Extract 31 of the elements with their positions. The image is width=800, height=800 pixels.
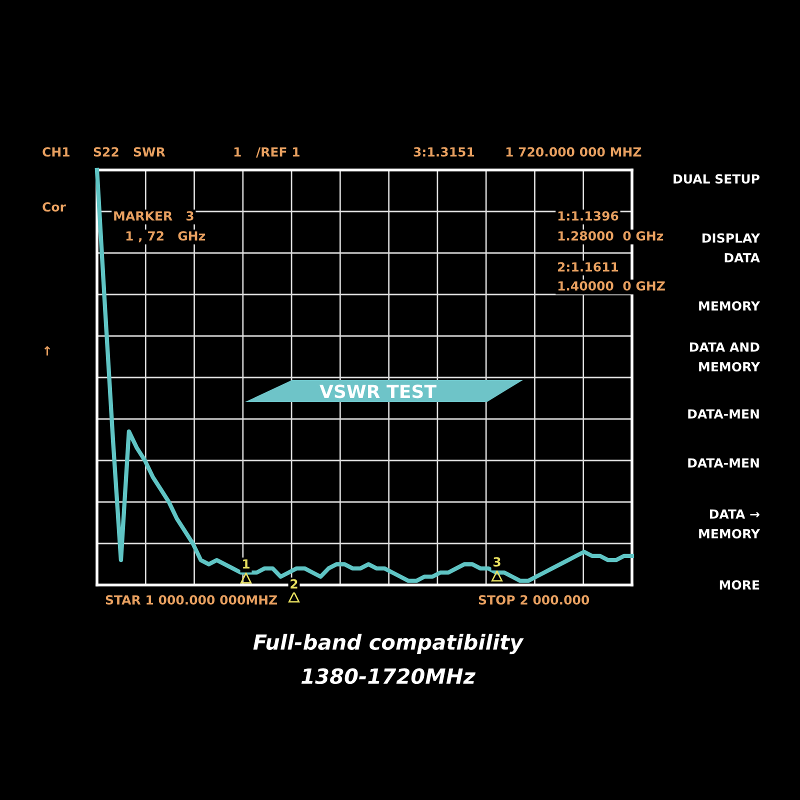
- text: S22: [94, 147, 118, 157]
- text: Full-band compatibility: [253, 634, 524, 654]
- text: 3:1.3151: [414, 147, 474, 157]
- text: SWR: [134, 147, 166, 157]
- annotation: 3: [493, 557, 500, 567]
- annotation: 1 , 72 GHz: [126, 231, 205, 242]
- annotation: 1: [243, 559, 250, 568]
- text: Cor: [42, 202, 66, 212]
- annotation: 2:1.1611: [558, 262, 618, 272]
- text: MORE: [720, 580, 760, 590]
- annotation: VSWR TEST: [320, 384, 436, 398]
- text: DUAL SETUP: [674, 174, 760, 184]
- text: DISPLAY DATA: [702, 233, 760, 262]
- annotation: 2: [290, 579, 298, 588]
- text: ↑: [44, 346, 50, 356]
- text: 1380-1720MHz: [301, 668, 476, 684]
- text: MEMORY: [699, 301, 760, 311]
- annotation: 1:1.1396: [558, 211, 618, 221]
- text: DATA-MEN: [688, 409, 759, 418]
- annotation: 1.28000 0 GHz: [558, 231, 664, 241]
- annotation: MARKER 3: [114, 211, 194, 221]
- text: STOP 2 000.000: [478, 595, 590, 605]
- text: 1 720.000 000 MHZ: [506, 147, 642, 157]
- text: DATA-MEN: [688, 458, 759, 468]
- text: DATA AND MEMORY: [690, 342, 760, 372]
- text: /REF 1: [256, 147, 300, 158]
- text: STAR 1 000.000 000MHZ: [106, 595, 278, 605]
- text: CH1: [42, 147, 70, 157]
- annotation: 1.40000 0 GHZ: [558, 281, 665, 291]
- text: 1: [234, 147, 241, 156]
- text: DATA → MEMORY: [699, 509, 760, 538]
